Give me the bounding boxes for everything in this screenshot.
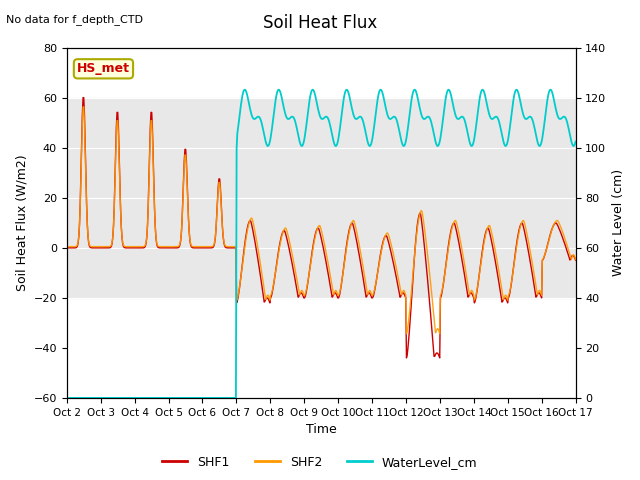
Legend: SHF1, SHF2, WaterLevel_cm: SHF1, SHF2, WaterLevel_cm xyxy=(157,451,483,474)
Text: HS_met: HS_met xyxy=(77,62,130,75)
Text: Soil Heat Flux: Soil Heat Flux xyxy=(263,14,377,33)
Bar xyxy=(67,98,575,298)
Y-axis label: Water Level (cm): Water Level (cm) xyxy=(612,169,625,276)
X-axis label: Time: Time xyxy=(306,423,337,436)
Y-axis label: Soil Heat Flux (W/m2): Soil Heat Flux (W/m2) xyxy=(15,155,28,291)
Text: No data for f_depth_CTD: No data for f_depth_CTD xyxy=(6,14,143,25)
